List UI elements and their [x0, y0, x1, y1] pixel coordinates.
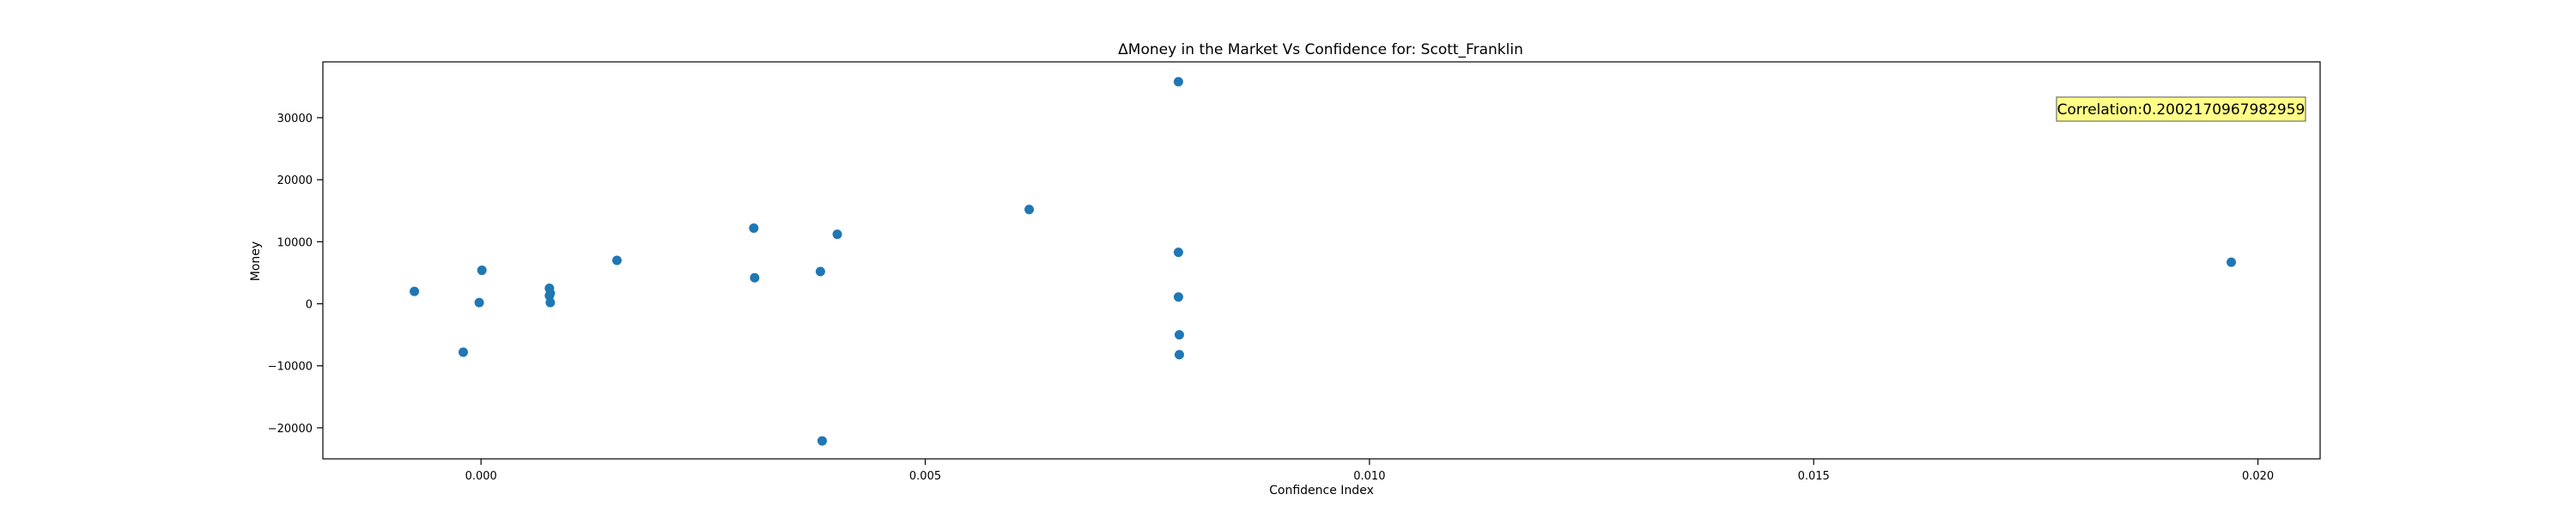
data-point	[750, 272, 760, 283]
y-tick-label: 30000	[277, 113, 313, 125]
data-point	[545, 297, 556, 308]
data-point	[1173, 76, 1183, 87]
data-point	[817, 436, 827, 446]
y-tick-label: 20000	[277, 174, 313, 187]
data-point	[611, 255, 622, 266]
data-point	[1173, 247, 1183, 258]
x-tick-label: 0.000	[465, 470, 497, 483]
data-point	[477, 266, 487, 276]
y-tick-label: 10000	[277, 236, 313, 249]
data-point	[1174, 330, 1184, 340]
chart-title: ΔMoney in the Market Vs Confidence for: …	[1118, 41, 1523, 58]
data-point	[832, 229, 842, 240]
data-point	[410, 286, 420, 296]
x-tick-label: 0.005	[909, 470, 941, 483]
data-point	[815, 266, 825, 277]
data-point	[2227, 257, 2237, 267]
x-tick-label: 0.010	[1353, 470, 1385, 483]
plot-frame	[322, 61, 2321, 460]
data-point	[749, 223, 759, 233]
correlation-annotation: Correlation:0.2002170967982959	[2056, 96, 2306, 122]
y-tick-label: −20000	[268, 423, 313, 436]
x-axis-label: Confidence Index	[1269, 484, 1374, 498]
y-axis: −20000 −10000 0 10000 20000 30000	[268, 113, 323, 436]
y-tick-label: −10000	[268, 361, 313, 374]
data-point	[474, 297, 484, 308]
y-axis-label: Money	[249, 241, 263, 281]
data-point	[1024, 205, 1035, 215]
x-axis: 0.000 0.005 0.010 0.015 0.020	[465, 459, 2274, 483]
correlation-annotation-box	[2056, 96, 2306, 122]
data-point	[1174, 350, 1184, 360]
x-tick-label: 0.015	[1798, 470, 1830, 483]
x-tick-label: 0.020	[2242, 470, 2274, 483]
y-tick-label: 0	[306, 299, 313, 312]
data-point	[458, 347, 468, 357]
correlation-annotation-text: Correlation:0.2002170967982959	[2057, 101, 2306, 119]
data-point	[1173, 292, 1183, 302]
data-points	[410, 76, 2237, 446]
